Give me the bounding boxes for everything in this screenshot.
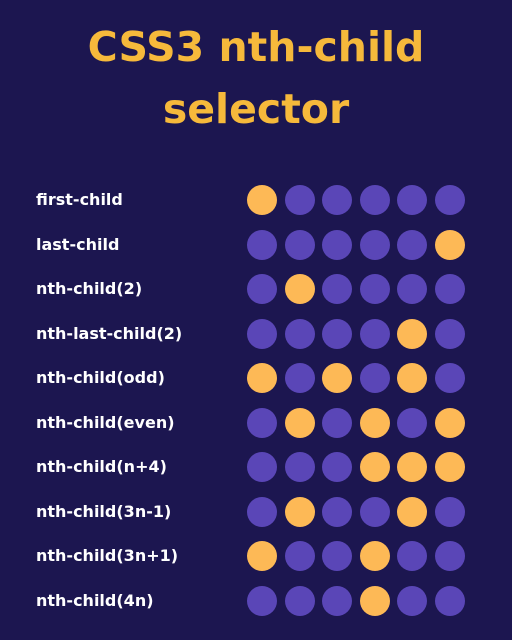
- selector-label: first-child: [36, 190, 123, 209]
- title-line-1: CSS3 nth-child: [87, 23, 425, 71]
- dot-unselected: [284, 452, 315, 482]
- dot-selected: [247, 363, 277, 393]
- selector-label: last-child: [36, 234, 120, 254]
- dot-selected: [247, 541, 277, 571]
- dot-unselected: [322, 541, 352, 571]
- dot-unselected: [322, 407, 352, 438]
- dot-unselected: [247, 452, 277, 482]
- dot-unselected: [322, 585, 352, 616]
- selector-label: nth-child(4n): [36, 590, 154, 610]
- dot-unselected: [322, 452, 352, 482]
- selector-label: nth-child(2): [36, 279, 143, 298]
- dot-unselected: [247, 274, 277, 304]
- dot-unselected: [284, 229, 315, 260]
- dot-unselected: [434, 541, 465, 571]
- dot-unselected: [359, 229, 390, 260]
- selector-row: nth-child(3n+1): [0, 534, 512, 578]
- dot-unselected: [434, 274, 465, 304]
- dot-selected: [359, 452, 390, 482]
- dot-unselected: [322, 185, 352, 215]
- dot-unselected: [397, 541, 427, 571]
- dot-unselected: [359, 363, 390, 393]
- dot-unselected: [397, 407, 427, 438]
- dot-selected: [434, 229, 465, 260]
- selector-row: nth-child(4n): [0, 579, 512, 623]
- selector-row: nth-last-child(2): [0, 312, 512, 356]
- dot-selected: [434, 452, 465, 482]
- dot-selected: [359, 585, 390, 616]
- dot-unselected: [397, 274, 427, 304]
- dot-unselected: [322, 274, 352, 304]
- dot-unselected: [359, 185, 390, 215]
- dot-unselected: [247, 229, 277, 260]
- selector-label: nth-child(n+4): [36, 457, 167, 476]
- dot-unselected: [434, 363, 465, 393]
- dot-unselected: [247, 585, 277, 616]
- dot-selected: [397, 318, 427, 349]
- selector-row: first-child: [0, 178, 512, 222]
- dot-selected: [284, 274, 315, 304]
- dot-selected: [434, 407, 465, 438]
- selector-row: nth-child(n+4): [0, 445, 512, 489]
- dot-unselected: [284, 585, 315, 616]
- dot-selected: [284, 407, 315, 438]
- dot-selected: [284, 496, 315, 527]
- dot-unselected: [247, 318, 277, 349]
- dot-unselected: [247, 496, 277, 527]
- dot-selected: [397, 452, 427, 482]
- dot-unselected: [359, 496, 390, 527]
- dot-selected: [359, 407, 390, 438]
- selector-label: nth-last-child(2): [36, 323, 183, 343]
- dot-unselected: [322, 496, 352, 527]
- dot-selected: [359, 541, 390, 571]
- selector-row: nth-child(odd): [0, 356, 512, 400]
- dot-unselected: [359, 318, 390, 349]
- dot-unselected: [284, 318, 315, 349]
- dot-unselected: [284, 185, 315, 215]
- dot-unselected: [397, 229, 427, 260]
- selector-label: nth-child(even): [36, 412, 175, 432]
- dot-unselected: [434, 185, 465, 215]
- dot-unselected: [322, 229, 352, 260]
- selector-label: nth-child(3n-1): [36, 501, 172, 521]
- dot-selected: [397, 363, 427, 393]
- dot-unselected: [397, 585, 427, 616]
- selector-row: nth-child(even): [0, 401, 512, 445]
- selector-row: nth-child(2): [0, 267, 512, 311]
- dot-selected: [247, 185, 277, 215]
- dot-unselected: [284, 363, 315, 393]
- title-line-2: selector: [162, 85, 350, 133]
- dot-unselected: [434, 496, 465, 527]
- selector-row: nth-child(3n-1): [0, 490, 512, 534]
- selector-label: nth-child(3n+1): [36, 546, 179, 565]
- dot-unselected: [322, 318, 352, 349]
- dot-selected: [322, 363, 352, 393]
- dot-unselected: [434, 318, 465, 349]
- dot-unselected: [247, 407, 277, 438]
- selector-row: last-child: [0, 223, 512, 267]
- dot-unselected: [359, 274, 390, 304]
- dot-unselected: [434, 585, 465, 616]
- page-title: CSS3 nth-child selector: [0, 16, 512, 140]
- dot-selected: [397, 496, 427, 527]
- selector-label: nth-child(odd): [36, 368, 165, 387]
- dot-unselected: [397, 185, 427, 215]
- dot-unselected: [284, 541, 315, 571]
